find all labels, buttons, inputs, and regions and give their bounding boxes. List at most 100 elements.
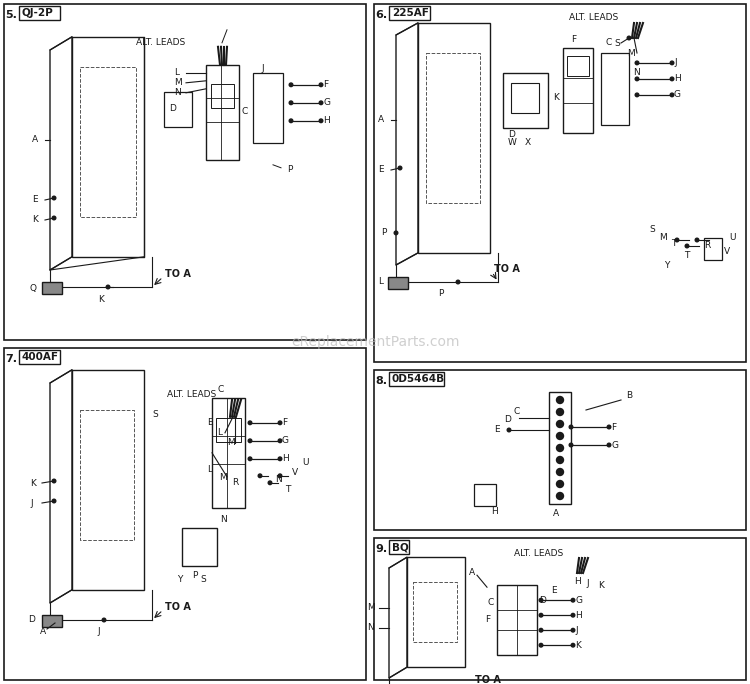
Text: C: C: [217, 385, 223, 394]
Text: G: G: [674, 90, 681, 99]
Circle shape: [556, 421, 563, 428]
Bar: [549, 392, 571, 504]
Bar: [212, 398, 245, 508]
Circle shape: [539, 629, 543, 632]
Text: N: N: [220, 515, 226, 525]
Circle shape: [248, 421, 252, 425]
Text: M: M: [659, 233, 667, 243]
Circle shape: [248, 457, 252, 460]
Bar: [19, 350, 60, 364]
Text: N: N: [633, 68, 640, 77]
Circle shape: [53, 479, 56, 483]
Bar: [374, 538, 746, 680]
Text: F: F: [611, 423, 616, 432]
Text: A: A: [469, 568, 476, 577]
Bar: [216, 418, 241, 442]
Text: F: F: [323, 80, 328, 90]
Circle shape: [106, 285, 109, 289]
Text: D: D: [169, 104, 176, 114]
Text: K: K: [98, 295, 104, 304]
Text: F: F: [485, 615, 490, 624]
Text: E: E: [494, 425, 500, 434]
Text: M: M: [367, 603, 375, 612]
Text: S: S: [614, 38, 620, 47]
Circle shape: [53, 216, 56, 220]
Bar: [72, 370, 144, 590]
Text: Q: Q: [30, 283, 37, 293]
Text: R: R: [704, 241, 710, 250]
Text: V: V: [292, 469, 298, 477]
Circle shape: [278, 474, 282, 477]
Text: C: C: [242, 107, 248, 116]
Text: 5.: 5.: [5, 10, 16, 20]
Bar: [389, 6, 430, 20]
Text: S: S: [152, 410, 157, 419]
Text: 9.: 9.: [375, 544, 387, 554]
Text: H: H: [323, 116, 330, 125]
Text: ALT. LEADS: ALT. LEADS: [514, 549, 563, 557]
Text: TO A: TO A: [165, 602, 190, 612]
Bar: [182, 528, 217, 566]
Text: C: C: [606, 38, 612, 47]
Circle shape: [394, 231, 398, 235]
Circle shape: [278, 421, 282, 425]
Text: T: T: [285, 486, 290, 495]
Circle shape: [670, 93, 674, 96]
Text: Y: Y: [177, 575, 182, 584]
Text: A: A: [378, 116, 384, 124]
Text: 225AF: 225AF: [392, 8, 429, 18]
Text: TO A: TO A: [165, 269, 190, 279]
Text: 0D5464B: 0D5464B: [392, 374, 445, 384]
Text: Y: Y: [664, 261, 669, 269]
Text: K: K: [32, 215, 38, 224]
Text: H: H: [282, 454, 289, 463]
Bar: [19, 6, 60, 20]
Bar: [389, 540, 409, 554]
Circle shape: [556, 492, 563, 499]
Text: F: F: [282, 419, 287, 428]
Text: T: T: [684, 250, 689, 259]
Text: N: N: [174, 88, 181, 97]
Text: 400AF: 400AF: [22, 352, 59, 362]
Bar: [253, 73, 283, 143]
Bar: [164, 92, 192, 127]
Text: BQ: BQ: [392, 542, 409, 552]
Text: A: A: [40, 627, 46, 635]
Bar: [374, 4, 746, 362]
Text: L: L: [174, 68, 179, 77]
Circle shape: [627, 36, 631, 40]
Text: L: L: [207, 465, 212, 474]
Text: S: S: [200, 575, 206, 584]
Circle shape: [572, 644, 574, 647]
Text: A: A: [553, 510, 559, 518]
Text: 6.: 6.: [375, 10, 387, 20]
Circle shape: [608, 425, 610, 429]
Text: E: E: [207, 419, 213, 428]
Bar: [4, 4, 366, 340]
Circle shape: [268, 481, 272, 484]
Text: D: D: [28, 616, 34, 624]
Circle shape: [556, 445, 563, 451]
Text: M: M: [227, 438, 235, 447]
Text: M: M: [627, 49, 634, 57]
Circle shape: [670, 61, 674, 65]
Text: D: D: [504, 415, 511, 425]
Circle shape: [278, 439, 282, 443]
Text: L: L: [217, 428, 222, 437]
Circle shape: [320, 119, 322, 122]
Text: N: N: [367, 624, 374, 633]
Text: J: J: [97, 627, 100, 635]
Text: eReplacementParts.com: eReplacementParts.com: [291, 335, 459, 349]
Bar: [42, 615, 62, 627]
Circle shape: [539, 614, 543, 617]
Circle shape: [556, 456, 563, 464]
Circle shape: [290, 119, 292, 122]
Text: W: W: [508, 138, 517, 147]
Text: E: E: [32, 196, 38, 205]
Text: K: K: [575, 641, 580, 650]
Bar: [601, 53, 629, 125]
Bar: [563, 48, 593, 133]
Circle shape: [507, 428, 511, 432]
Text: J: J: [261, 64, 264, 73]
Bar: [418, 23, 490, 253]
